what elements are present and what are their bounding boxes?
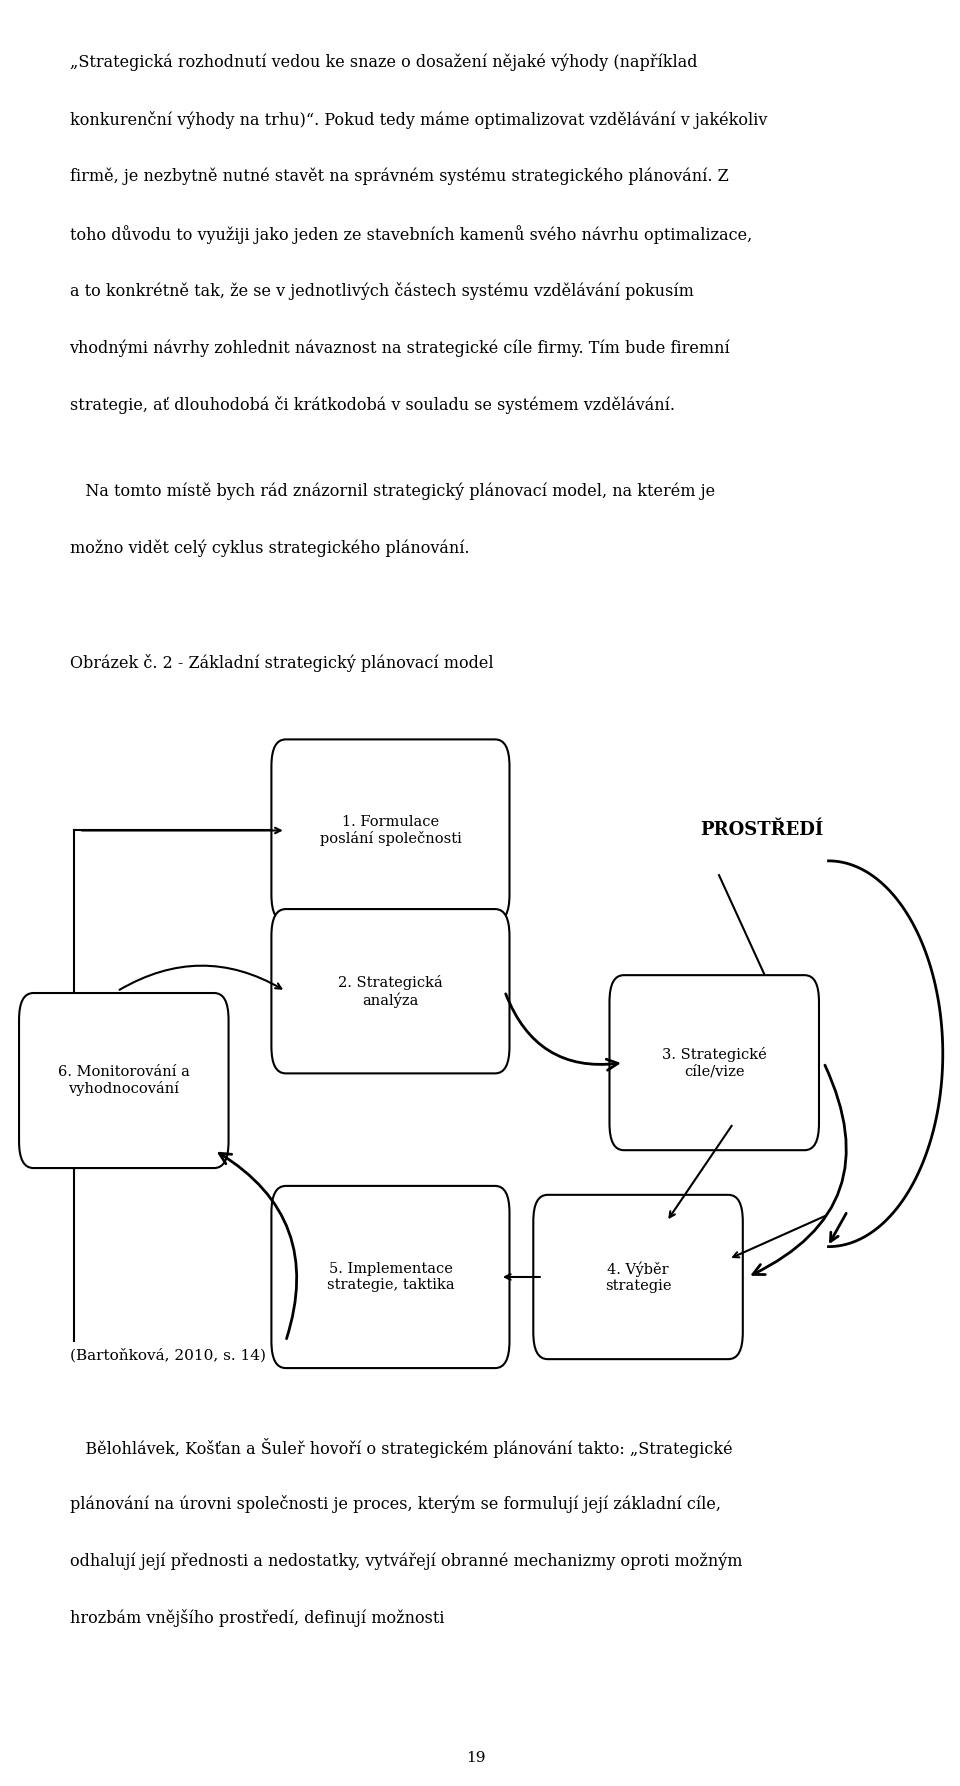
Text: „Strategická rozhodnutí vedou ke snaze o dosažení nějaké výhody (například: „Strategická rozhodnutí vedou ke snaze o… bbox=[69, 54, 697, 71]
Text: vhodnými návrhy zohlednit návaznost na strategické cíle firmy. Tím bude firemní: vhodnými návrhy zohlednit návaznost na s… bbox=[69, 339, 731, 357]
FancyBboxPatch shape bbox=[272, 1186, 510, 1368]
Text: hrozbám vnějšího prostředí, definují možnosti: hrozbám vnějšího prostředí, definují mož… bbox=[69, 1609, 444, 1627]
FancyBboxPatch shape bbox=[610, 975, 819, 1150]
Text: toho důvodu to využiji jako jeden ze stavebních kamenů svého návrhu optimalizace: toho důvodu to využiji jako jeden ze sta… bbox=[69, 225, 752, 245]
Text: 3. Strategické
cíle/vize: 3. Strategické cíle/vize bbox=[661, 1047, 767, 1079]
Text: 4. Výběr
strategie: 4. Výběr strategie bbox=[605, 1261, 671, 1293]
Text: 5. Implementace
strategie, taktika: 5. Implementace strategie, taktika bbox=[326, 1263, 454, 1291]
FancyBboxPatch shape bbox=[272, 739, 510, 922]
Text: konkurenční výhody na trhu)“. Pokud tedy máme optimalizovat vzdělávání v jakékol: konkurenční výhody na trhu)“. Pokud tedy… bbox=[69, 111, 767, 129]
Text: firmě, je nezbytně nutné stavět na správném systému strategického plánování. Z: firmě, je nezbytně nutné stavět na správ… bbox=[69, 168, 729, 186]
Text: Bělohlávek, Košťan a Šuleř hovoří o strategickém plánování takto: „Strategické: Bělohlávek, Košťan a Šuleř hovoří o stra… bbox=[69, 1438, 732, 1457]
FancyBboxPatch shape bbox=[534, 1195, 743, 1359]
Text: Na tomto místě bych rád znázornil strategický plánovací model, na kterém je: Na tomto místě bych rád znázornil strate… bbox=[69, 482, 714, 500]
Text: plánování na úrovni společnosti je proces, kterým se formulují její základní cíl: plánování na úrovni společnosti je proce… bbox=[69, 1495, 721, 1513]
Text: 1. Formulace
poslání společnosti: 1. Formulace poslání společnosti bbox=[320, 814, 462, 847]
Text: odhalují její přednosti a nedostatky, vytvářejí obranné mechanizmy oproti možným: odhalují její přednosti a nedostatky, vy… bbox=[69, 1552, 742, 1570]
Text: možno vidět celý cyklus strategického plánování.: možno vidět celý cyklus strategického pl… bbox=[69, 539, 469, 557]
Text: 6. Monitorování a
vyhodnocování: 6. Monitorování a vyhodnocování bbox=[58, 1064, 190, 1097]
Text: 2. Strategická
analýza: 2. Strategická analýza bbox=[338, 975, 443, 1007]
Text: Obrázek č. 2 - Základní strategický plánovací model: Obrázek č. 2 - Základní strategický plán… bbox=[69, 654, 493, 672]
Text: a to konkrétně tak, že se v jednotlivých částech systému vzdělávání pokusím: a to konkrétně tak, že se v jednotlivých… bbox=[69, 282, 693, 300]
FancyBboxPatch shape bbox=[19, 993, 228, 1168]
Text: 19: 19 bbox=[467, 1750, 486, 1765]
Text: strategie, ať dlouhodobá či krátkodobá v souladu se systémem vzdělávání.: strategie, ať dlouhodobá či krátkodobá v… bbox=[69, 396, 675, 414]
Text: PROSTŘEDÍ: PROSTŘEDÍ bbox=[700, 822, 824, 839]
FancyBboxPatch shape bbox=[272, 909, 510, 1073]
Text: (Bartoňková, 2010, s. 14): (Bartoňková, 2010, s. 14) bbox=[69, 1348, 266, 1363]
